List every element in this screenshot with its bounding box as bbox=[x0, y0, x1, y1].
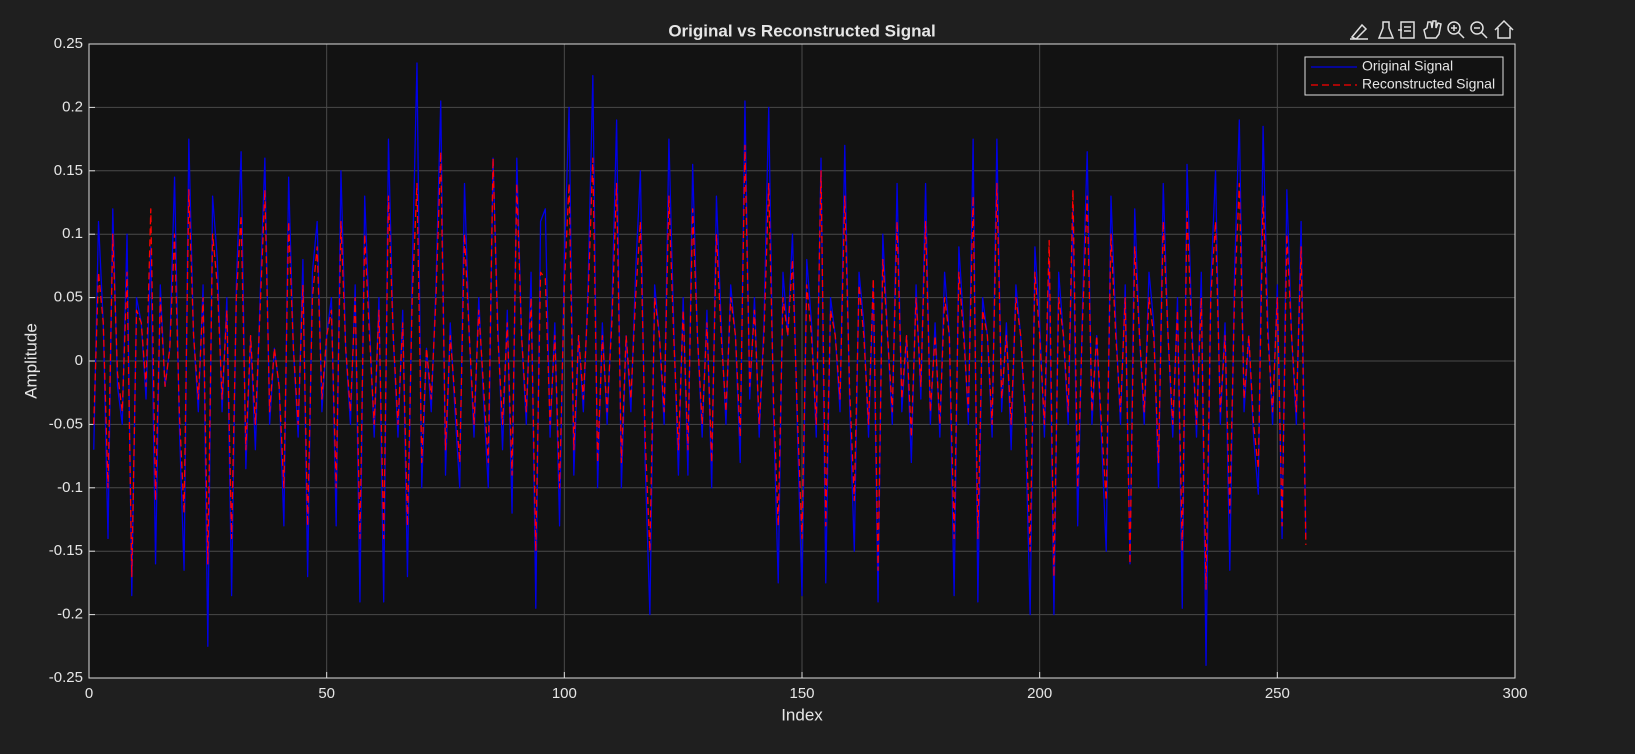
datatip-icon[interactable] bbox=[1398, 21, 1415, 39]
legend-label: Reconstructed Signal bbox=[1362, 76, 1495, 92]
pan-icon[interactable] bbox=[1423, 20, 1442, 39]
x-tick-label: 50 bbox=[318, 685, 335, 702]
y-tick-label: -0.1 bbox=[57, 479, 83, 496]
x-tick-label: 300 bbox=[1502, 685, 1527, 702]
y-tick-label: -0.2 bbox=[57, 606, 83, 623]
legend: Original Signal Reconstructed Signal bbox=[1304, 56, 1504, 96]
edit-icon[interactable] bbox=[1350, 23, 1368, 40]
series-line bbox=[93, 144, 1307, 590]
x-tick-label: 250 bbox=[1265, 685, 1290, 702]
toolbar bbox=[1350, 19, 1514, 40]
legend-box bbox=[1304, 56, 1504, 96]
zoom-out-icon[interactable] bbox=[1470, 21, 1488, 39]
x-tick-label: 200 bbox=[1027, 685, 1052, 702]
y-tick-label: 0.2 bbox=[62, 98, 83, 115]
axes-box bbox=[88, 43, 1516, 679]
home-icon[interactable] bbox=[1494, 19, 1514, 39]
x-axis-label: Index bbox=[781, 705, 823, 724]
y-tick-label: -0.25 bbox=[49, 669, 83, 686]
y-tick-label: 0.05 bbox=[54, 289, 83, 306]
x-tick-label: 100 bbox=[552, 685, 577, 702]
y-tick-label: 0.15 bbox=[54, 162, 83, 179]
y-tick-label: 0.1 bbox=[62, 225, 83, 242]
legend-label: Original Signal bbox=[1362, 58, 1453, 74]
zoom-in-icon[interactable] bbox=[1447, 21, 1465, 39]
chart-title: Original vs Reconstructed Signal bbox=[668, 21, 935, 40]
y-tick-label: 0.25 bbox=[54, 35, 83, 52]
x-tick-label: 150 bbox=[789, 685, 814, 702]
y-tick-label: -0.05 bbox=[49, 415, 83, 432]
y-axis-label: Amplitude bbox=[21, 323, 40, 399]
x-tick-label: 0 bbox=[85, 685, 93, 702]
brush-icon[interactable] bbox=[1377, 21, 1395, 39]
y-tick-label: -0.15 bbox=[49, 542, 83, 559]
y-tick-label: 0 bbox=[75, 352, 83, 369]
